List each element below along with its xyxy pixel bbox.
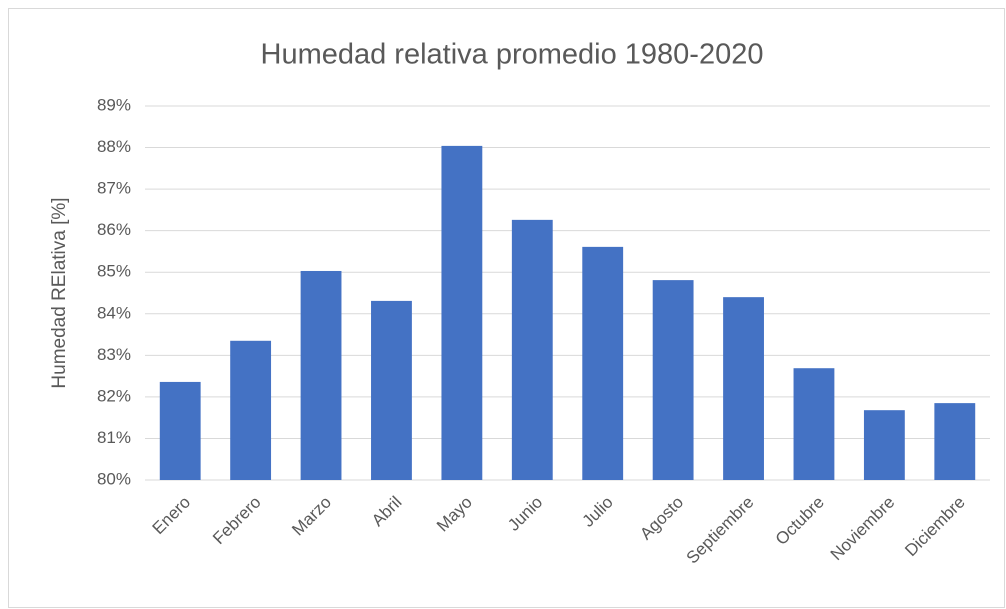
chart-title: Humedad relativa promedio 1980-2020 (261, 39, 764, 71)
bar (934, 403, 976, 480)
y-tick-label: 88% (97, 137, 131, 156)
chart-frame (8, 8, 1005, 608)
bar (652, 280, 694, 480)
y-tick-label: 82% (97, 386, 131, 405)
bar (159, 381, 201, 480)
y-tick-label: 80% (97, 469, 131, 488)
bar (371, 300, 412, 480)
bar (441, 145, 483, 481)
y-tick-label: 89% (97, 95, 131, 114)
bar (230, 340, 272, 480)
y-tick-label: 83% (97, 345, 131, 364)
bar (723, 297, 764, 480)
bar (511, 219, 553, 480)
y-axis-label: Humedad RElativa [%] (49, 197, 70, 388)
bar (863, 410, 905, 480)
y-tick-label: 86% (97, 220, 131, 239)
bar (582, 246, 624, 480)
y-tick-label: 84% (97, 303, 131, 322)
y-tick-label: 85% (97, 262, 131, 281)
bar (300, 270, 342, 480)
y-tick-label: 81% (97, 428, 131, 447)
y-tick-label: 87% (97, 179, 131, 198)
bar (793, 368, 835, 480)
